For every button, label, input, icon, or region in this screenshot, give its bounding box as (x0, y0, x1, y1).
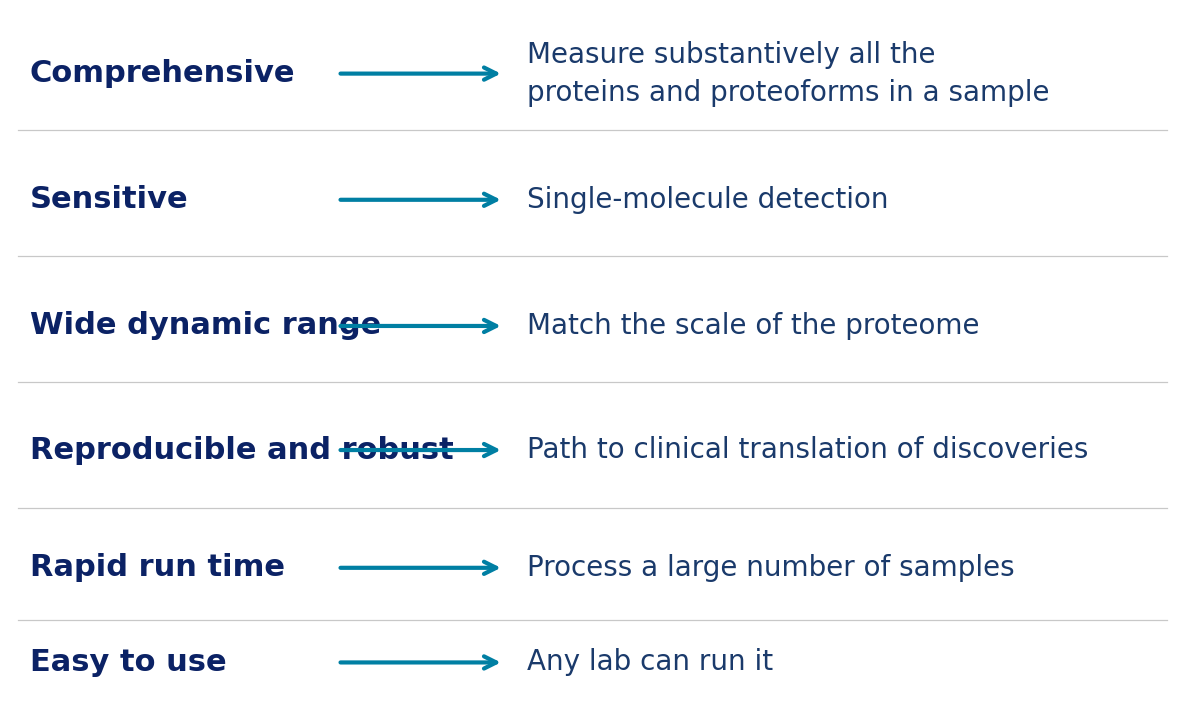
Text: Single-molecule detection: Single-molecule detection (527, 186, 889, 214)
Text: Measure substantively all the
proteins and proteoforms in a sample: Measure substantively all the proteins a… (527, 41, 1050, 107)
Text: Process a large number of samples: Process a large number of samples (527, 554, 1014, 582)
Text: Wide dynamic range: Wide dynamic range (30, 311, 380, 341)
Text: Easy to use: Easy to use (30, 648, 226, 677)
Text: Rapid run time: Rapid run time (30, 553, 284, 583)
Text: Sensitive: Sensitive (30, 185, 188, 215)
Text: Comprehensive: Comprehensive (30, 59, 295, 88)
Text: Any lab can run it: Any lab can run it (527, 648, 774, 676)
Text: Reproducible and robust: Reproducible and robust (30, 435, 454, 465)
Text: Path to clinical translation of discoveries: Path to clinical translation of discover… (527, 436, 1089, 464)
Text: Match the scale of the proteome: Match the scale of the proteome (527, 312, 980, 340)
